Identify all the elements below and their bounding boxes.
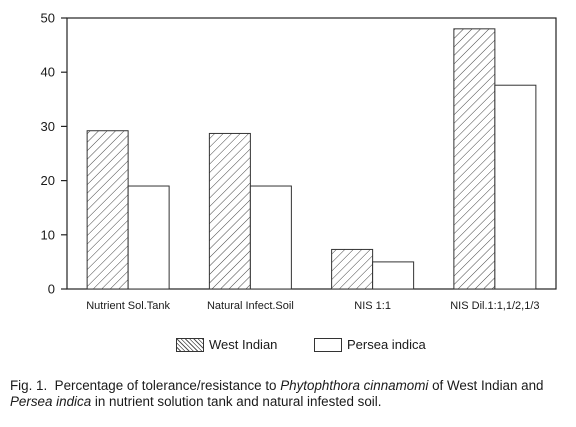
bar-west-indian-1: [208, 132, 251, 290]
x-category-label-2: NIS 1:1: [354, 300, 391, 312]
x-category-label-1: Natural Infect.Soil: [207, 300, 294, 312]
y-tick-label-50: 50: [41, 11, 55, 26]
legend-swatch-plain: [314, 337, 342, 352]
y-tick-label-40: 40: [41, 65, 55, 80]
bar-persea-indica-0: [127, 185, 170, 290]
caption-species: Phytophthora cinnamomi: [280, 378, 429, 393]
x-axis-labels: Nutrient Sol.Tank Natural Infect.Soil NIS …: [86, 300, 539, 312]
y-tick-label-0: 0: [48, 282, 55, 297]
bar-persea-indica-2: [372, 261, 415, 290]
bar-persea-indica-1: [249, 185, 292, 290]
bar-west-indian-0: [86, 130, 129, 290]
y-tick-label-10: 10: [41, 227, 55, 242]
y-axis: 0 10 20 30 40 50: [41, 11, 67, 297]
legend-label-persea-indica: Persea indica: [347, 337, 426, 352]
figure-caption: Fig. 1. Percentage of tolerance/resistan…: [10, 378, 566, 410]
caption-text-2: of West Indian and: [432, 378, 544, 393]
x-category-label-3: NIS Dil.1:1,1/2,1/3: [450, 300, 539, 312]
bars: [86, 28, 537, 290]
x-category-label-0: Nutrient Sol.Tank: [86, 300, 170, 312]
bar-west-indian-2: [331, 248, 374, 290]
bar-persea-indica-3: [494, 84, 537, 290]
bar-chart: 0 10 20 30 40 50 Nutrient Sol.Tank Natural Inf…: [41, 11, 557, 312]
caption-text-1: Percentage of tolerance/resistance to: [54, 378, 277, 393]
legend: West Indian Persea indica: [176, 337, 476, 359]
plot-frame: [66, 17, 557, 290]
legend-item-persea-indica: Persea indica: [314, 337, 426, 352]
legend-swatch-hatched: [176, 337, 204, 352]
bar-west-indian-3: [453, 28, 496, 290]
legend-item-west-indian: West Indian: [176, 337, 277, 352]
caption-fig-number: Fig. 1.: [10, 378, 48, 393]
caption-persea: Persea indica: [10, 394, 92, 409]
y-tick-label-20: 20: [41, 173, 55, 188]
caption-text-3: in nutrient solution tank and natural in…: [94, 394, 382, 409]
y-tick-label-30: 30: [41, 119, 55, 134]
legend-label-west-indian: West Indian: [209, 337, 278, 352]
